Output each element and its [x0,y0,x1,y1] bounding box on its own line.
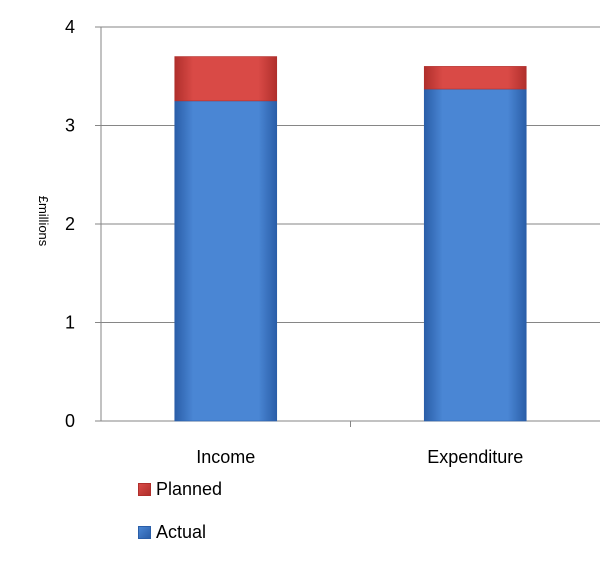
bar-actual-income [174,100,278,422]
legend-swatch-actual [138,525,151,539]
bar-actual-expenditure [423,88,527,422]
bar-planned-income [174,56,278,102]
legend-item-planned: Planned [138,476,222,502]
legend-label-actual: Actual [156,521,207,542]
x-tick-label-expenditure: Expenditure [427,447,523,467]
y-axis-title: £millions [36,196,51,247]
chart-legend: Planned Actual [138,476,222,562]
x-tick-label-income: Income [196,447,255,467]
legend-label-planned: Planned [156,478,223,499]
chart-canvas: 0 1 2 3 4 Income Expenditure £millions [36,17,600,467]
y-tick-label-0: 0 [65,411,75,431]
chart: 0 1 2 3 4 Income Expenditure £millions Planned … [36,17,600,542]
legend-item-actual: Actual [138,519,222,545]
y-tick-label-2: 2 [65,214,75,234]
y-tick-label-4: 4 [65,17,75,37]
bar-planned-expenditure [423,66,527,90]
y-tick-label-1: 1 [65,313,75,333]
y-tick-label-3: 3 [65,116,75,136]
legend-swatch-planned [138,482,151,496]
